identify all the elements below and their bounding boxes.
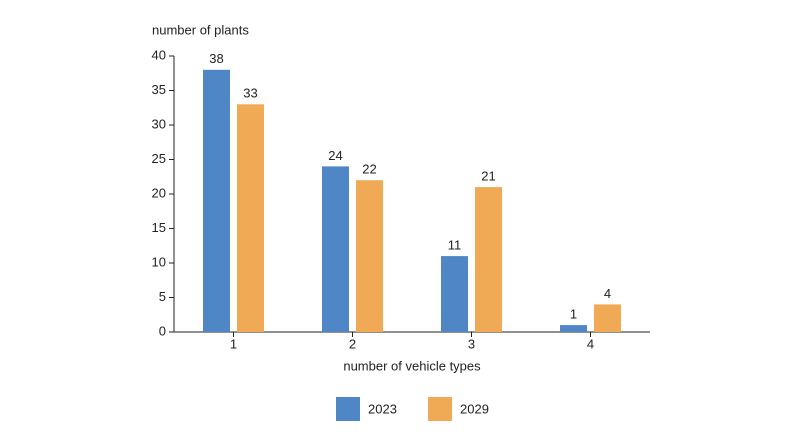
y-tick-label: 5	[159, 289, 166, 304]
y-tick-label: 35	[152, 82, 166, 97]
legend-label: 2029	[460, 401, 489, 416]
legend-swatch	[428, 397, 452, 421]
bar	[356, 180, 383, 332]
data-label: 24	[328, 148, 342, 163]
y-tick-label: 25	[152, 151, 166, 166]
data-label: 11	[448, 238, 462, 253]
bar	[322, 166, 349, 332]
legend-swatch	[336, 397, 360, 421]
bar	[594, 304, 621, 332]
bar	[441, 256, 468, 332]
y-tick-label: 0	[159, 323, 166, 338]
y-tick-label: 30	[152, 116, 166, 131]
x-tick-label: 2	[349, 336, 356, 351]
y-axis-title: number of plants	[152, 22, 249, 37]
data-label: 1	[570, 307, 577, 322]
data-label: 4	[604, 286, 611, 301]
data-label: 22	[362, 162, 376, 177]
legend-label: 2023	[368, 401, 397, 416]
x-tick-label: 3	[468, 336, 475, 351]
bar	[203, 69, 230, 333]
y-tick-label: 15	[152, 220, 166, 235]
data-label: 33	[243, 86, 257, 101]
x-axis-title: number of vehicle types	[343, 358, 481, 373]
y-tick-label: 10	[152, 254, 166, 269]
x-tick-label: 1	[230, 336, 237, 351]
y-tick-label: 40	[152, 47, 166, 62]
bar	[475, 187, 502, 332]
bar	[560, 325, 587, 332]
x-tick-label: 4	[587, 336, 594, 351]
y-tick-label: 20	[152, 185, 166, 200]
data-label: 38	[209, 51, 223, 66]
bar	[237, 104, 264, 332]
data-label: 21	[481, 169, 495, 184]
